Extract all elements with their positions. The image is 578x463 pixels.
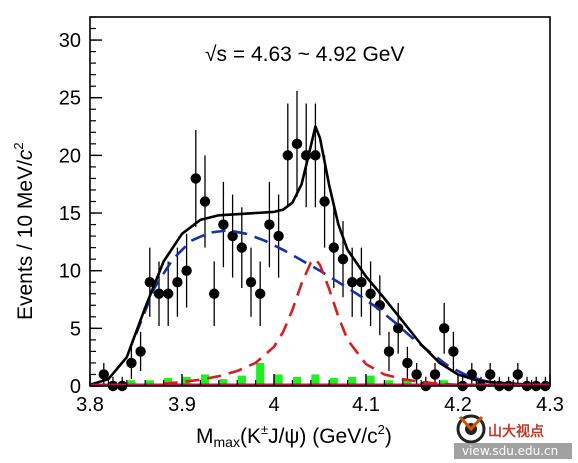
data-point (337, 253, 349, 265)
data-point (282, 150, 293, 161)
data-point (126, 357, 137, 369)
watermark-logo: 山大视点 view.sdu.edu.cn (454, 414, 572, 459)
data-points (98, 90, 551, 392)
eye-brow-icon (458, 415, 484, 432)
sqrt-symbol: √ (205, 43, 217, 66)
data-point (98, 369, 110, 380)
data-point (310, 150, 321, 161)
sideband-bar (384, 380, 394, 386)
data-point (181, 265, 192, 276)
data-point (402, 357, 413, 369)
data-point (245, 277, 257, 288)
sideband-bar (440, 380, 449, 386)
data-point (393, 323, 404, 334)
y-tick-label: 25 (59, 88, 81, 110)
x-tick-label: 4.3 (536, 394, 564, 416)
sideband-bar (237, 375, 246, 386)
data-point (512, 369, 523, 380)
data-point (411, 369, 422, 380)
data-point (236, 242, 247, 253)
data-point (383, 346, 395, 357)
sideband-bar (274, 374, 283, 386)
watermark-url: view.sdu.edu.cn (462, 444, 558, 458)
background-fit-curve (134, 229, 523, 387)
data-point (172, 277, 183, 288)
sideband-bar (219, 379, 228, 386)
x-tick-label: 4.2 (444, 394, 472, 416)
sideband-bar (348, 376, 357, 386)
sideband-bar (164, 377, 173, 386)
data-point (153, 288, 165, 299)
data-point (291, 138, 303, 150)
x-axis-title: Mmax(K±J/ψ) (GeV/c2) (196, 422, 392, 450)
data-point (347, 277, 358, 288)
data-point (255, 288, 266, 299)
sideband-bar (256, 362, 265, 386)
data-point (429, 369, 441, 380)
sideband-bar (200, 374, 210, 386)
x-tick-label: 4.1 (352, 394, 380, 416)
data-point (328, 242, 339, 253)
y-axis-title: Events / 10 MeV/c2 (11, 142, 37, 320)
data-point (264, 219, 275, 230)
data-point (273, 230, 284, 242)
data-point (135, 346, 146, 357)
axis-ticks: 3.8 3.9 4 4.1 4.2 4.3 0 5 10 15 20 25 30 (59, 16, 564, 416)
signal-fit-curve (163, 257, 459, 387)
data-point (199, 196, 211, 207)
data-point (485, 369, 496, 380)
data-point (144, 277, 155, 288)
data-point (190, 173, 201, 184)
data-point (209, 288, 220, 299)
y-tick-label: 15 (59, 203, 81, 225)
sideband-bar (366, 375, 375, 386)
data-point (365, 288, 376, 299)
y-tick-label: 10 (59, 261, 81, 283)
sideband-bar (403, 379, 412, 386)
y-tick-label: 0 (70, 376, 81, 398)
sideband-bar (292, 376, 302, 386)
sideband-bar (127, 380, 136, 386)
energy-annotation: √s = 4.63 ~ 4.92 GeV (205, 43, 405, 66)
sideband-bar (329, 377, 338, 386)
watermark-url-band (454, 443, 572, 459)
y-tick-label: 30 (59, 30, 81, 52)
data-point (319, 196, 330, 207)
x-tick-label: 4 (268, 394, 279, 416)
fit-curves (89, 125, 550, 387)
y-tick-label: 5 (70, 318, 81, 340)
data-point (218, 219, 229, 230)
sideband-bar (145, 380, 154, 386)
x-tick-label: 3.8 (76, 394, 104, 416)
total-fit-curve (89, 125, 550, 387)
sideband-bar (311, 374, 320, 386)
data-point (439, 323, 450, 334)
x-tick-label: 3.9 (168, 394, 196, 416)
y-tick-label: 20 (59, 145, 81, 167)
watermark-text: 山大视点 (488, 423, 544, 440)
data-point (163, 288, 174, 299)
data-point (227, 230, 238, 242)
data-point (448, 346, 459, 357)
data-point (356, 277, 367, 288)
energy-annotation-text: s = 4.63 ~ 4.92 GeV (217, 43, 405, 66)
